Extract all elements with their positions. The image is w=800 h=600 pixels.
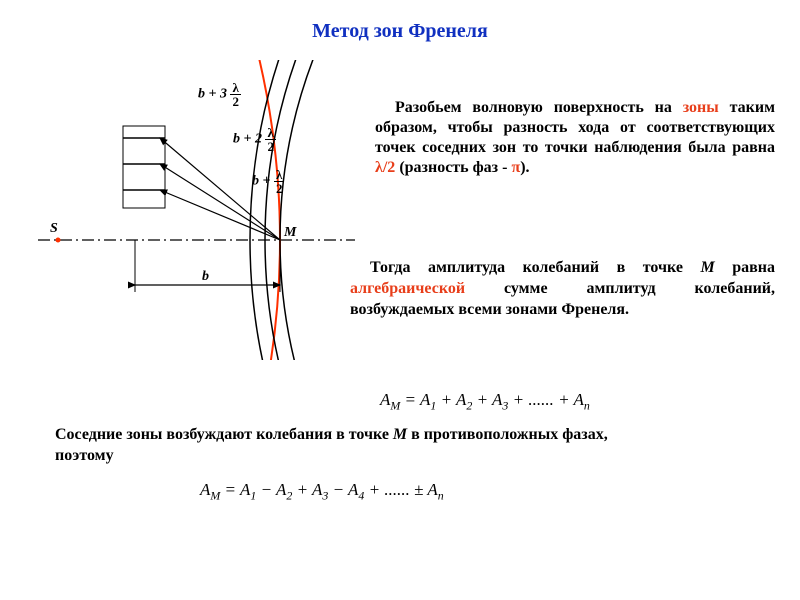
- fresnel-diagram: b S M b + 3 λ2 b + 2 λ2 b + λ2: [20, 60, 360, 360]
- zone-expr-3: b + 3 λ2: [198, 81, 241, 108]
- ray-1: [160, 190, 280, 240]
- equation-sum: AM = A1 + A2 + A3 + ...... + An: [380, 390, 590, 413]
- equation-alt-sum: AM = A1 − A2 + A3 − A4 + ...... ± An: [200, 480, 444, 503]
- fresnel-svg: b S M: [20, 60, 360, 360]
- wavefront-arc: [20, 60, 280, 360]
- point-label: M: [283, 225, 297, 240]
- page-title: Метод зон Френеля: [0, 20, 800, 43]
- zone-arc-1: [280, 60, 360, 360]
- zone-expr-2: b + 2 λ2: [233, 126, 276, 153]
- paragraph-1: Разобьем волновую поверхность на зоны та…: [375, 98, 775, 178]
- paragraph-2: Тогда амплитуда колебаний в точке M равн…: [350, 258, 775, 320]
- zone-expr-1: b + λ2: [252, 168, 284, 195]
- source-label: S: [50, 221, 58, 236]
- paragraph-3: Соседние зоны возбуждают колебания в точ…: [55, 425, 615, 467]
- b-label: b: [202, 269, 209, 284]
